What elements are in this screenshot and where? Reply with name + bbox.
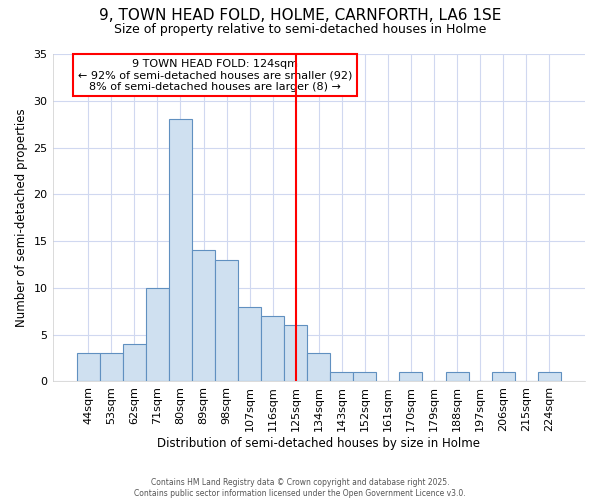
Bar: [123, 344, 146, 382]
Bar: [146, 288, 169, 382]
Bar: [491, 372, 515, 382]
Bar: [446, 372, 469, 382]
Bar: [215, 260, 238, 382]
Bar: [330, 372, 353, 382]
Bar: [353, 372, 376, 382]
Text: Size of property relative to semi-detached houses in Holme: Size of property relative to semi-detach…: [114, 22, 486, 36]
Bar: [169, 120, 192, 382]
Bar: [284, 326, 307, 382]
Bar: [538, 372, 561, 382]
X-axis label: Distribution of semi-detached houses by size in Holme: Distribution of semi-detached houses by …: [157, 437, 480, 450]
Bar: [77, 354, 100, 382]
Bar: [192, 250, 215, 382]
Bar: [261, 316, 284, 382]
Text: Contains HM Land Registry data © Crown copyright and database right 2025.
Contai: Contains HM Land Registry data © Crown c…: [134, 478, 466, 498]
Bar: [307, 354, 330, 382]
Bar: [100, 354, 123, 382]
Bar: [400, 372, 422, 382]
Bar: [238, 306, 261, 382]
Y-axis label: Number of semi-detached properties: Number of semi-detached properties: [15, 108, 28, 327]
Text: 9, TOWN HEAD FOLD, HOLME, CARNFORTH, LA6 1SE: 9, TOWN HEAD FOLD, HOLME, CARNFORTH, LA6…: [99, 8, 501, 22]
Text: 9 TOWN HEAD FOLD: 124sqm
← 92% of semi-detached houses are smaller (92)
8% of se: 9 TOWN HEAD FOLD: 124sqm ← 92% of semi-d…: [78, 58, 352, 92]
